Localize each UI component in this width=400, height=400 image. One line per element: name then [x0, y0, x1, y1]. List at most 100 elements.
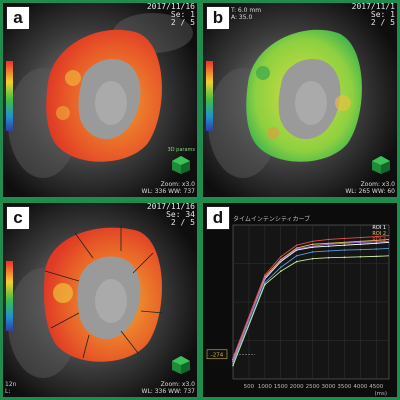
zoom-readout: Zoom: x3.0: [360, 181, 395, 188]
data-point: [311, 240, 314, 243]
x-tick-label: 4000: [353, 384, 367, 390]
display-info: Zoom: x3.0 WL: 265 WW: 60: [345, 181, 395, 195]
panel-a[interactable]: a 2017/11/16 Se: 1 2 / 5 3D params Zoom:…: [3, 3, 197, 197]
series-line-5: [232, 248, 390, 364]
display-info: Zoom: x3.0 WL: 336 WW: 737: [142, 381, 195, 395]
orientation-cube-icon[interactable]: [171, 355, 191, 375]
data-point: [311, 243, 314, 246]
data-point: [232, 357, 234, 359]
x-tick-label: 1500: [274, 384, 288, 390]
panel-label: d: [206, 206, 230, 230]
data-point: [264, 283, 266, 286]
x-axis-label: (ms): [374, 391, 387, 397]
data-point: [343, 237, 346, 240]
data-point: [375, 235, 378, 238]
data-point: [295, 255, 298, 257]
slice-index: 2 / 5: [170, 18, 195, 27]
data-point: [327, 243, 330, 246]
slice-index: 2 / 5: [370, 18, 395, 27]
data-point: [264, 281, 266, 284]
mri-image-a: [3, 3, 197, 197]
data-point: [279, 255, 282, 258]
series-line-4: [232, 240, 390, 361]
data-point: [359, 243, 362, 246]
data-point: [232, 364, 234, 367]
x-tick-label: 2500: [306, 384, 320, 390]
data-point: [375, 248, 378, 250]
data-point: [311, 251, 314, 253]
mri-image-b: [203, 3, 397, 197]
data-point: [232, 359, 234, 362]
y-marker-box: [206, 349, 228, 360]
series-number: Se: 34: [166, 210, 195, 219]
x-tick-label: 3500: [337, 384, 351, 390]
series-line-3: [232, 235, 390, 358]
header-info: 2017/11/16 Se: 1 2 / 5: [147, 3, 195, 27]
panel-b[interactable]: b T: 6.0 mm A: 35.0 2017/11/1 Se: 1 2 / …: [203, 3, 397, 197]
window-level-readout: WL: 336 WW: 737: [141, 388, 195, 395]
data-point: [295, 244, 298, 247]
data-point: [343, 244, 346, 247]
series-number: Se: 1: [370, 10, 395, 19]
study-date: 2017/11/16: [146, 203, 195, 211]
roi-segment-outlines[interactable]: [44, 225, 164, 359]
color-scale-bar: [6, 61, 13, 131]
data-point: [359, 241, 362, 244]
data-point: [375, 255, 378, 258]
header-info: 2017/11/1 Se: 1 2 / 5: [352, 3, 395, 27]
zoom-readout: Zoom: x3.0: [160, 181, 195, 188]
slice-thickness: T: 6.0 mm: [231, 7, 262, 14]
data-point: [311, 245, 314, 247]
study-date: 2017/11/16: [146, 3, 195, 11]
window-level-readout: WL: 336 WW: 737: [141, 188, 195, 195]
x-tick-label: 3000: [322, 384, 336, 390]
data-point: [359, 255, 362, 258]
legend-entry-3: ROI 3: [372, 237, 386, 243]
x-tick-label: 1000: [258, 384, 272, 390]
series-number: Se: 1: [170, 10, 195, 19]
window-level-readout: WL: 265 WW: 60: [345, 188, 395, 195]
display-info: Zoom: x3.0 WL: 336 WW: 737: [142, 181, 195, 195]
data-point: [279, 266, 282, 269]
data-point: [327, 256, 330, 259]
data-point: [295, 260, 298, 263]
study-date: 2017/11/1: [351, 3, 395, 11]
chart-title: タイムインテンシティカーブ: [233, 216, 311, 223]
data-point: [279, 270, 282, 272]
slice-angle: A: 35.0: [231, 14, 253, 21]
panel-label: a: [6, 6, 30, 30]
time-intensity-chart[interactable]: 500 1000 1500 2000 2500 3000 3500 4000 4500(ms) -…: [203, 203, 397, 397]
color-scale-bar: [6, 261, 13, 331]
x-tick-label: 2000: [290, 384, 304, 390]
x-tick-label: 4500: [369, 384, 383, 390]
data-point: [343, 249, 346, 251]
left-info-line-2: L:: [5, 388, 11, 395]
panel-d[interactable]: d タイムインテンシティカーブ 500 1000 1500 2000 2500 3000 3…: [203, 203, 397, 397]
orientation-cube-icon[interactable]: [371, 155, 391, 175]
series-line-1: [232, 241, 390, 360]
slice-index: 2 / 5: [170, 218, 195, 227]
data-point: [343, 256, 346, 259]
panel-c[interactable]: c 2017/11/16 Se: 34 2 / 5 12n L: Zoom: x…: [3, 203, 197, 397]
slice-params: T: 6.0 mm A: 35.0: [231, 7, 261, 21]
data-point: [311, 257, 314, 260]
data-point: [359, 236, 362, 239]
legend-entry-2: ROI 2: [372, 231, 386, 237]
x-tick-label: 500: [244, 384, 255, 390]
data-point: [375, 241, 378, 243]
series-line-6: [232, 255, 390, 366]
color-scale-bar: [206, 61, 213, 131]
legend-entry-1: ROI 1: [372, 225, 386, 231]
data-point: [375, 239, 378, 242]
y-marker-label: -274: [211, 353, 224, 359]
data-point: [264, 274, 266, 276]
panel-label: b: [206, 6, 230, 30]
panel-label: c: [6, 206, 30, 230]
series-line-2: [232, 238, 390, 362]
left-info-line-1: 12n: [5, 381, 17, 388]
mri-image-c: [3, 203, 197, 397]
header-info: 2017/11/16 Se: 34 2 / 5: [147, 203, 195, 227]
cube-label: 3D params: [167, 147, 195, 153]
orientation-cube-icon[interactable]: [171, 155, 191, 175]
